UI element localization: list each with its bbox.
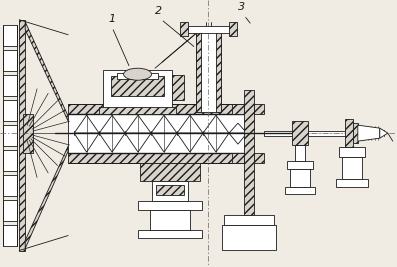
Polygon shape	[203, 115, 229, 133]
Polygon shape	[229, 133, 247, 144]
Text: 1: 1	[108, 14, 115, 24]
Bar	[138, 201, 202, 210]
Bar	[196, 28, 201, 112]
Bar	[3, 150, 17, 171]
Polygon shape	[74, 115, 99, 133]
Bar	[232, 104, 244, 114]
Bar	[138, 230, 202, 238]
Bar	[156, 185, 184, 195]
Ellipse shape	[123, 68, 152, 80]
Bar	[229, 22, 237, 36]
Polygon shape	[151, 133, 177, 152]
Bar	[222, 225, 276, 250]
Bar	[99, 107, 176, 114]
Bar	[345, 119, 353, 147]
Bar	[254, 104, 264, 114]
Bar	[152, 181, 188, 201]
Bar	[342, 157, 362, 179]
Bar	[3, 199, 17, 221]
Bar	[254, 153, 264, 163]
Text: 3: 3	[238, 2, 245, 12]
Bar	[295, 145, 305, 161]
Polygon shape	[203, 133, 229, 152]
Polygon shape	[358, 125, 380, 141]
Polygon shape	[177, 115, 203, 133]
Bar	[182, 26, 235, 33]
Bar	[180, 22, 188, 36]
Bar	[3, 225, 17, 246]
Bar	[292, 121, 308, 145]
Polygon shape	[74, 133, 99, 152]
Bar	[140, 163, 200, 181]
Polygon shape	[229, 123, 247, 133]
Bar	[68, 114, 252, 153]
Bar	[3, 125, 17, 146]
Bar	[3, 25, 17, 46]
Bar	[216, 28, 221, 112]
Bar	[339, 147, 365, 157]
Bar	[3, 75, 17, 96]
Bar	[3, 100, 17, 121]
Bar	[336, 179, 368, 187]
Bar	[244, 90, 254, 215]
Text: 2: 2	[155, 6, 162, 16]
Bar	[150, 210, 190, 230]
Bar	[172, 75, 184, 100]
Polygon shape	[125, 115, 151, 133]
Bar	[287, 161, 313, 169]
Polygon shape	[99, 115, 125, 133]
Bar	[111, 76, 164, 96]
Polygon shape	[99, 133, 125, 152]
Polygon shape	[380, 128, 388, 138]
Bar	[68, 104, 252, 114]
Polygon shape	[125, 133, 151, 152]
Bar	[68, 153, 252, 163]
Bar	[3, 50, 17, 71]
Polygon shape	[151, 115, 177, 133]
Bar	[117, 73, 158, 79]
Polygon shape	[25, 22, 68, 121]
Bar	[232, 153, 244, 163]
Bar	[23, 114, 33, 153]
Bar	[103, 70, 172, 112]
Bar	[285, 187, 315, 194]
Bar	[264, 131, 380, 136]
Bar	[290, 169, 310, 187]
Polygon shape	[25, 146, 68, 249]
Bar	[353, 123, 358, 143]
Bar	[3, 175, 17, 196]
Bar	[224, 215, 274, 225]
Polygon shape	[177, 133, 203, 152]
Bar	[196, 28, 221, 112]
Bar	[19, 20, 25, 250]
